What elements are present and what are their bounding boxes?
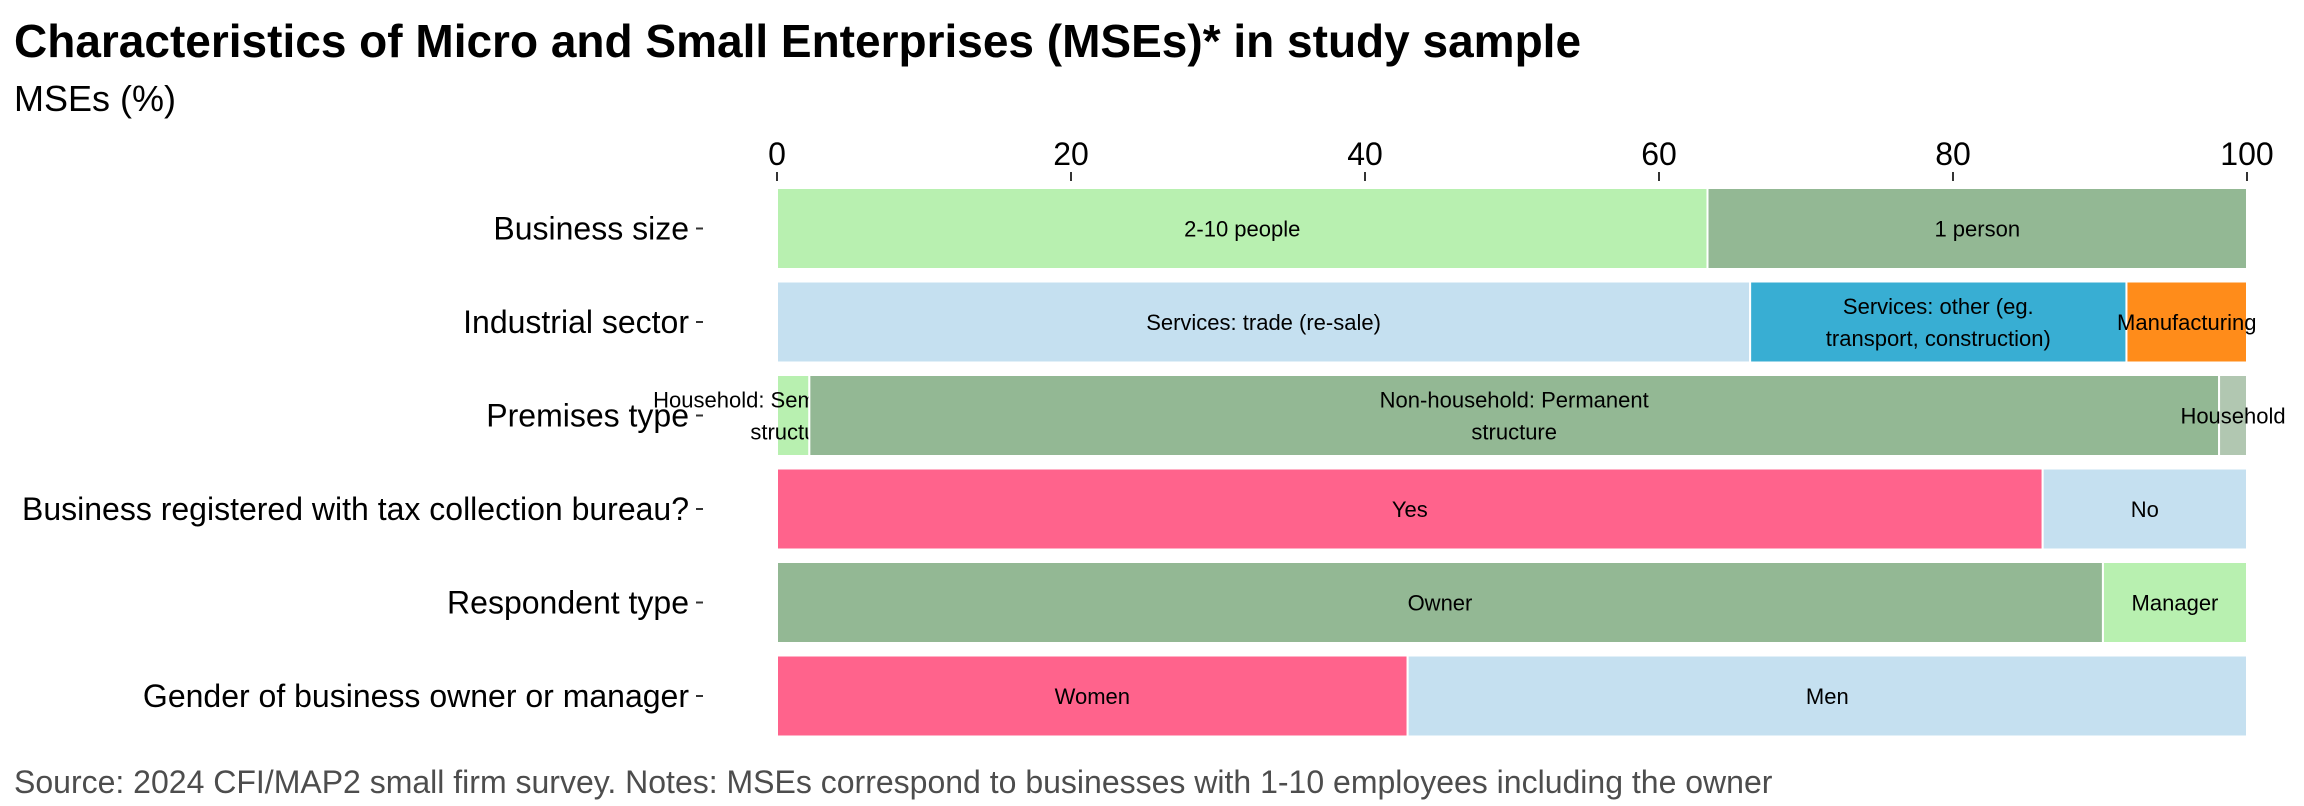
segment-label: Owner <box>1408 591 1473 616</box>
segment-label: 2-10 people <box>1184 217 1300 242</box>
segment-label: Household <box>2180 404 2285 429</box>
category-label: Business size <box>493 211 689 247</box>
bar-segment <box>808 374 2221 457</box>
bar-segment <box>776 561 2104 644</box>
x-tick-label: 80 <box>1935 136 1971 172</box>
segment-label: Non-household: Permanent structure <box>1380 388 1649 445</box>
segment-label: No <box>2131 497 2159 522</box>
segment-label: Manager <box>2132 591 2219 616</box>
x-tick-label: 60 <box>1641 136 1677 172</box>
bar-segment <box>2101 561 2248 644</box>
x-tick-label: 20 <box>1053 136 1089 172</box>
bar-segment <box>776 374 811 457</box>
x-tick-label: 40 <box>1347 136 1383 172</box>
segment-label: Men <box>1806 684 1849 709</box>
bar-segment <box>776 187 1709 270</box>
chart-title: Characteristics of Micro and Small Enter… <box>14 15 1582 67</box>
bar-segment <box>2218 374 2249 457</box>
bar-segment <box>776 654 1409 738</box>
segment-label: 1 person <box>1934 217 2020 242</box>
chart-caption: Source: 2024 CFI/MAP2 small firm survey.… <box>14 764 1773 800</box>
segment-label: Yes <box>1392 497 1428 522</box>
segment-label: Services: other (eg. transport, construct… <box>1826 294 2051 351</box>
bar-segment <box>2041 467 2249 551</box>
category-label: Industrial sector <box>463 304 689 340</box>
x-tick-label: 100 <box>2220 136 2273 172</box>
bar-segment <box>1406 654 2248 738</box>
bar-segment <box>1706 187 2248 270</box>
bar-segment <box>776 280 1752 364</box>
segment-label: Manufacturing <box>2117 310 2256 335</box>
bar-segment <box>2125 280 2248 364</box>
category-label: Business registered with tax collection … <box>22 491 689 527</box>
chart-subtitle: MSEs (%) <box>14 78 176 119</box>
segment-label: Services: trade (re-sale) <box>1146 310 1381 335</box>
category-label: Respondent type <box>447 585 689 621</box>
x-tick-label: 0 <box>768 136 786 172</box>
category-label: Gender of business owner or manager <box>143 678 689 714</box>
category-label: Premises type <box>486 398 689 434</box>
segment-label: Women <box>1055 684 1130 709</box>
bar-segment <box>776 467 2044 551</box>
